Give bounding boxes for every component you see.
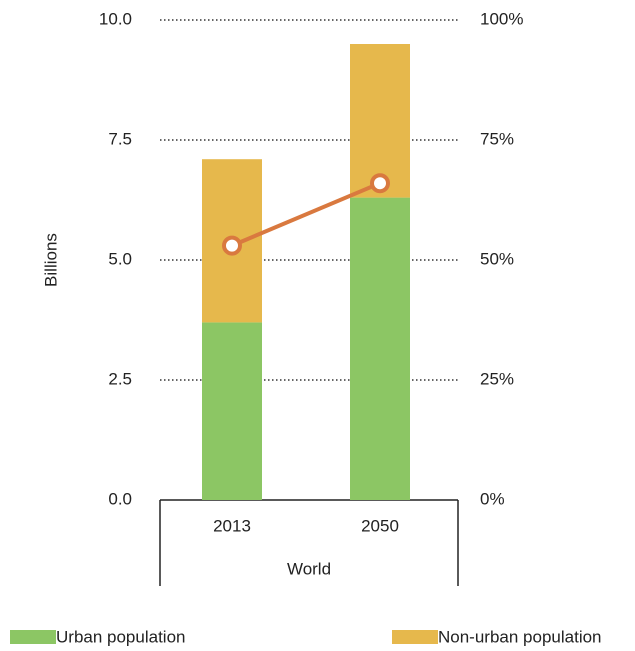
line-series xyxy=(231,181,381,248)
y-tick-label: 10.0 xyxy=(99,9,132,28)
x-tick-label: 2013 xyxy=(213,516,251,535)
y-tick-label: 2.5 xyxy=(108,369,132,388)
line-marker xyxy=(222,235,242,256)
legend-swatch xyxy=(392,630,438,644)
legend-label: Urban population xyxy=(56,627,185,646)
line-marker xyxy=(370,173,390,194)
bar-segment xyxy=(350,197,410,500)
x-tick-label: 2050 xyxy=(361,516,399,535)
y-tick-label: 0.0 xyxy=(108,489,132,508)
y-axis-label: Billions xyxy=(41,233,60,287)
x-axis-label: World xyxy=(287,559,331,578)
y2-tick-label: 100% xyxy=(480,9,523,28)
legend-label: Non-urban population xyxy=(438,627,602,646)
legend-swatch xyxy=(10,630,56,644)
y2-tick-label: 25% xyxy=(480,369,514,388)
bar-segment xyxy=(350,44,410,198)
y2-tick-label: 50% xyxy=(480,249,514,268)
y-tick-label: 7.5 xyxy=(108,129,132,148)
y-tick-label: 5.0 xyxy=(108,249,132,268)
y2-tick-label: 0% xyxy=(480,489,505,508)
bar-segment xyxy=(202,322,262,500)
y2-tick-label: 75% xyxy=(480,129,514,148)
